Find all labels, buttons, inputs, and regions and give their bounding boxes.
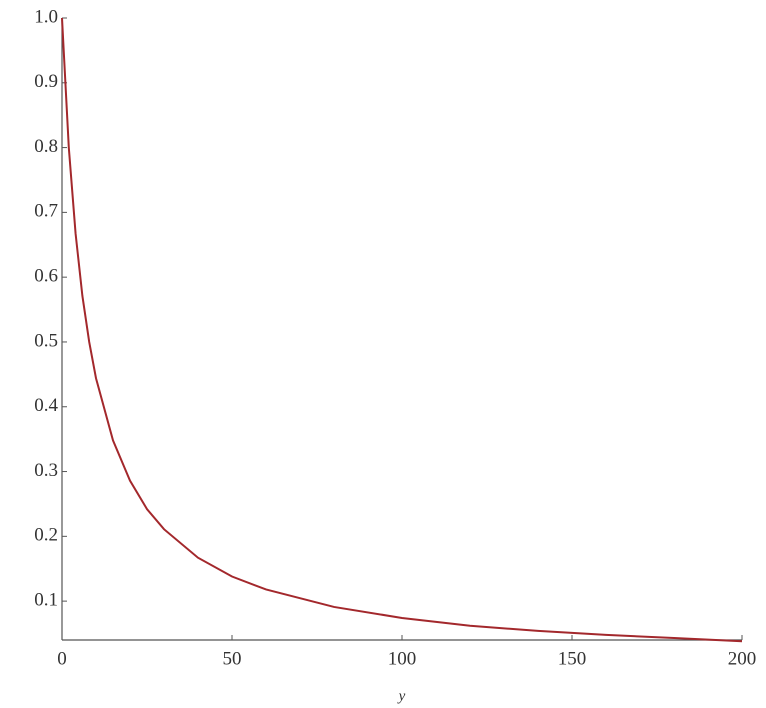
y-tick-label: 0.8	[34, 136, 58, 157]
chart: y 0.1 0.2 0.3 0.4 0.5 0.6 0.7 0.8 0.9 1.0 0 50 100 15…	[0, 0, 766, 708]
y-tick-label: 0.2	[34, 525, 58, 546]
y-tick-label: 1.0	[34, 6, 58, 27]
line-series	[62, 18, 742, 641]
x-tick-label: 150	[558, 648, 587, 669]
y-tick-label: 0.4	[34, 395, 58, 416]
x-tick-label: 0	[57, 648, 67, 669]
y-tick-label: 0.7	[34, 201, 58, 222]
x-tick-label: 200	[728, 648, 757, 669]
y-tick-label: 0.6	[34, 266, 58, 287]
x-tick-label: 100	[388, 648, 417, 669]
x-tick-label: 50	[223, 648, 242, 669]
y-tick-label: 0.5	[34, 330, 58, 351]
y-tick-label: 0.9	[34, 71, 58, 92]
y-tick-label: 0.3	[34, 460, 58, 481]
x-axis-label: y	[397, 688, 406, 704]
y-tick-label: 0.1	[34, 589, 58, 610]
